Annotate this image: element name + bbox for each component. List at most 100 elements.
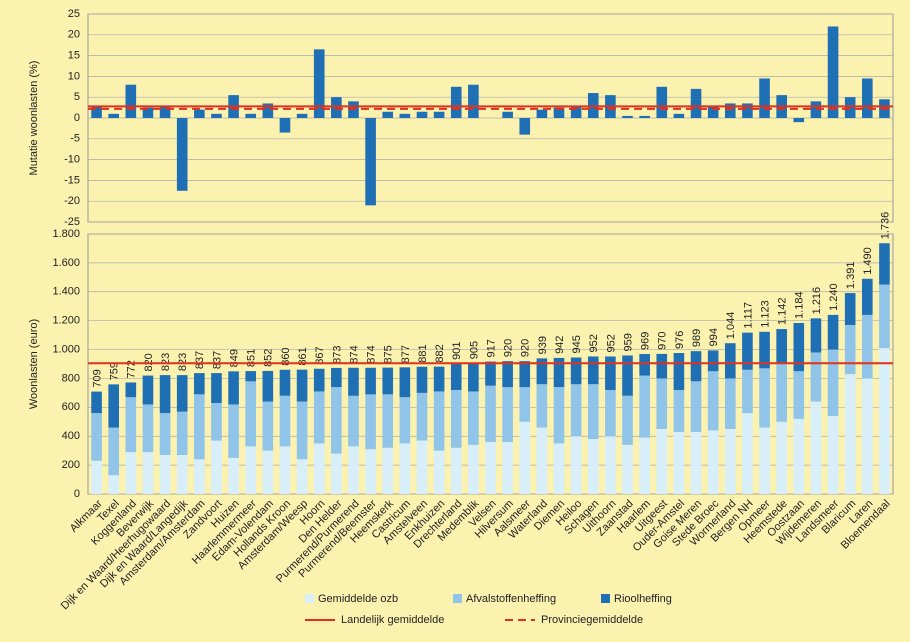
bar [108,113,120,118]
bar-segment [331,453,342,494]
total-label: 823 [160,353,172,371]
bar-segment [142,375,154,405]
bar-segment [605,436,616,494]
bar-segment [639,375,650,438]
bar [262,103,274,118]
bar-segment [91,391,102,414]
bar-segment [570,357,582,385]
bar-segment [879,348,890,494]
bar-segment [605,356,616,390]
bar-segment [861,278,873,315]
bar-segment [724,343,736,379]
bar [519,118,531,135]
bar-segment [313,391,325,444]
bar-segment [468,444,479,494]
total-label: 851 [246,349,258,367]
bar-segment [776,329,787,363]
bar-segment [245,381,257,447]
bar-segment [125,382,137,398]
bar-segment [159,413,171,455]
legend-swatch [453,594,462,603]
bar-segment [536,427,548,494]
y-tick-label: 5 [74,91,80,103]
total-label: 969 [640,332,652,350]
legend-label: Gemiddelde ozb [318,593,398,605]
bar-segment [382,447,394,494]
bar [844,97,856,118]
total-label: 945 [571,335,583,353]
y-tick-label: -25 [64,216,80,228]
bar-segment [228,371,239,405]
bar-segment [793,418,805,494]
bar-segment [176,455,188,494]
bar-segment [365,449,376,494]
y-tick-label: 400 [62,430,80,442]
bar-segment [742,332,753,370]
bar-segment [108,427,120,476]
bar-segment [313,368,325,392]
bar-segment [793,322,805,372]
y-tick-label: 1.600 [52,257,80,269]
bar-segment [228,457,239,494]
bar-segment [587,384,599,440]
y-tick-label: 1.000 [52,343,80,355]
legend-swatch [601,594,610,603]
y-tick-label: 200 [62,459,80,471]
y-tick-label: 0 [74,112,80,124]
bar-segment [690,381,702,432]
bar-segment [416,440,428,494]
total-label: 1.391 [845,262,857,290]
bar-segment [176,411,188,455]
bar [433,111,445,118]
bar [827,26,839,119]
bar-segment [279,369,291,396]
bar-segment [673,353,685,390]
bar [793,118,805,123]
bar-segment [742,369,753,414]
total-label: 989 [691,329,703,347]
bar [159,105,171,118]
bar-segment [810,401,822,494]
bar-segment [861,314,873,379]
bar [656,86,668,118]
bar [245,113,257,118]
y-tick-label: 10 [68,70,80,82]
bar-segment [656,429,668,494]
y-tick-label: 1.400 [52,286,80,298]
bar-segment [519,387,531,422]
bar-segment [245,371,257,382]
bar-segment [348,367,359,396]
bar-segment [450,390,462,448]
total-label: 939 [537,336,549,354]
bar [125,84,137,118]
bar-segment [707,430,719,494]
bar-segment [348,395,359,447]
total-label: 1.216 [811,287,823,315]
total-label: 1.044 [725,312,737,340]
total-label: 874 [348,345,360,363]
total-label: 959 [622,333,634,351]
bar [331,97,342,118]
bar [724,103,736,118]
bar-segment [759,368,770,428]
bar-segment [313,443,325,494]
total-label: 772 [126,360,138,378]
bar-segment [331,367,342,388]
bar-segment [502,442,513,494]
bar-segment [502,387,513,442]
bar-segment [656,353,668,379]
bar [536,109,548,118]
bar [313,49,325,118]
bar-segment [793,371,805,419]
bar-segment [108,384,120,428]
bar [759,78,770,118]
bar-segment [690,351,702,382]
bar-segment [879,243,890,285]
bar-segment [622,444,633,494]
bar-segment [622,395,633,445]
bar [91,105,102,118]
bar-segment [724,378,736,429]
bar-segment [861,378,873,494]
bar-segment [844,374,856,494]
